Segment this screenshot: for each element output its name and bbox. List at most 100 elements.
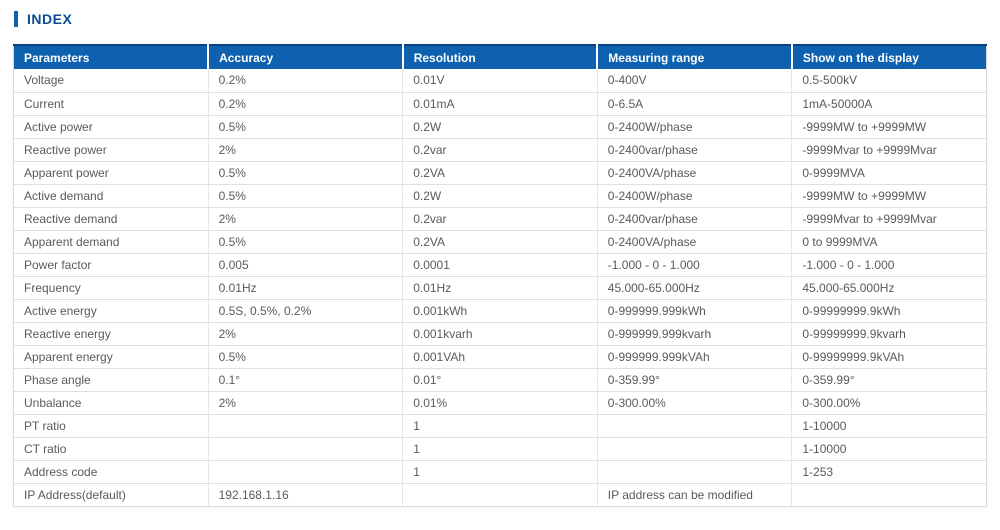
table-row: Active power 0.5% 0.2W 0-2400W/phase -9999MW… xyxy=(13,115,987,139)
table-row: Reactive demand 2% 0.2var 0-2400var/phase -9… xyxy=(13,207,987,231)
table-cell: Apparent power xyxy=(13,161,209,185)
table-cell: 0.001VAh xyxy=(402,345,598,369)
table-cell: 0-359.99° xyxy=(597,368,793,392)
table-cell: 0.5-500kV xyxy=(791,69,987,93)
table-cell: 2% xyxy=(208,391,404,415)
table-cell: 0.5S, 0.5%, 0.2% xyxy=(208,299,404,323)
table-cell: 0.001kvarh xyxy=(402,322,598,346)
table-cell: Unbalance xyxy=(13,391,209,415)
table-row: Reactive energy 2% 0.001kvarh 0-999999.999k… xyxy=(13,322,987,346)
table-cell: 0-2400var/phase xyxy=(597,207,793,231)
table-cell: 0-400V xyxy=(597,69,793,93)
table-cell: 0-2400VA/phase xyxy=(597,161,793,185)
table-cell: 0-2400VA/phase xyxy=(597,230,793,254)
table-cell: 45.000-65.000Hz xyxy=(597,276,793,300)
table-cell: 1mA-50000A xyxy=(791,92,987,116)
table-cell: 0.2VA xyxy=(402,161,598,185)
table-row: Reactive power 2% 0.2var 0-2400var/phase -99… xyxy=(13,138,987,162)
table-cell: 0.005 xyxy=(208,253,404,277)
table-cell: 0-999999.999kWh xyxy=(597,299,793,323)
table-cell: Phase angle xyxy=(13,368,209,392)
table-cell xyxy=(208,460,404,484)
table-row: Voltage 0.2% 0.01V 0-400V 0.5-500kV xyxy=(13,69,987,93)
table-cell xyxy=(791,483,987,507)
table-cell: -9999Mvar to +9999Mvar xyxy=(791,138,987,162)
table-cell xyxy=(597,437,793,461)
table-cell: 0.0001 xyxy=(402,253,598,277)
table-row: Apparent energy 0.5% 0.001VAh 0-999999.999k… xyxy=(13,345,987,369)
table-cell: -9999Mvar to +9999Mvar xyxy=(791,207,987,231)
table-row: IP Address(default) 192.168.1.16 IP addres… xyxy=(13,483,987,507)
table-cell: Current xyxy=(13,92,209,116)
table-cell: -9999MW to +9999MW xyxy=(791,184,987,208)
table-cell: 0.5% xyxy=(208,115,404,139)
title-accent-bar xyxy=(14,11,18,27)
table-row: Frequency 0.01Hz 0.01Hz 45.000-65.000Hz 45.0… xyxy=(13,276,987,300)
table-row: Unbalance 2% 0.01% 0-300.00% 0-300.00% xyxy=(13,391,987,415)
table-row: Current 0.2% 0.01mA 0-6.5A 1mA-50000A xyxy=(13,92,987,116)
table-cell: Active energy xyxy=(13,299,209,323)
table-cell: 0.01V xyxy=(402,69,598,93)
table-cell: Power factor xyxy=(13,253,209,277)
table-cell: -9999MW to +9999MW xyxy=(791,115,987,139)
table-cell: 1 xyxy=(402,460,598,484)
table-row: PT ratio 1 1-10000 xyxy=(13,414,987,438)
table-cell: 2% xyxy=(208,207,404,231)
table-cell: 0.001kWh xyxy=(402,299,598,323)
table-row: Power factor 0.005 0.0001 -1.000 - 0 - 1.00… xyxy=(13,253,987,277)
table-cell: Active power xyxy=(13,115,209,139)
table-cell: 0.01mA xyxy=(402,92,598,116)
table-cell: Reactive power xyxy=(13,138,209,162)
table-cell: PT ratio xyxy=(13,414,209,438)
table-cell: 0.5% xyxy=(208,230,404,254)
table-cell: 1-253 xyxy=(791,460,987,484)
table-cell: 0.5% xyxy=(208,184,404,208)
table-cell: 0.5% xyxy=(208,161,404,185)
table-cell: 0.2W xyxy=(402,184,598,208)
table-cell: IP Address(default) xyxy=(13,483,209,507)
table-row: Phase angle 0.1° 0.01° 0-359.99° 0-359.99° xyxy=(13,368,987,392)
table-cell: 0-2400var/phase xyxy=(597,138,793,162)
table-cell: 0 to 9999MVA xyxy=(791,230,987,254)
table-cell: Address code xyxy=(13,460,209,484)
table-cell: 0-359.99° xyxy=(791,368,987,392)
table-cell: Reactive demand xyxy=(13,207,209,231)
table-cell: 0.2var xyxy=(402,207,598,231)
table-cell: Apparent energy xyxy=(13,345,209,369)
table-cell xyxy=(402,483,598,507)
table-cell: 0.2VA xyxy=(402,230,598,254)
page: INDEX Parameters Accuracy Resolution Measur… xyxy=(13,10,987,507)
table-cell: 0.2W xyxy=(402,115,598,139)
table-cell xyxy=(597,414,793,438)
table-cell: 2% xyxy=(208,138,404,162)
table-cell xyxy=(208,414,404,438)
table-row: Apparent power 0.5% 0.2VA 0-2400VA/phase 0-9… xyxy=(13,161,987,185)
table-cell: 2% xyxy=(208,322,404,346)
table-cell: 0.2% xyxy=(208,92,404,116)
column-header-measuring-range: Measuring range xyxy=(597,44,793,69)
table-cell: 0.5% xyxy=(208,345,404,369)
table-row: Active energy 0.5S, 0.5%, 0.2% 0.001kWh 0-9… xyxy=(13,299,987,323)
table-cell: 0.1° xyxy=(208,368,404,392)
table-cell: Active demand xyxy=(13,184,209,208)
table-cell: 0-6.5A xyxy=(597,92,793,116)
table-cell: 0-99999999.9kvarh xyxy=(791,322,987,346)
column-header-show-on-the-display: Show on the display xyxy=(791,44,987,69)
table-cell: 0.01° xyxy=(402,368,598,392)
table-cell: 0-99999999.9kVAh xyxy=(791,345,987,369)
table-row: Apparent demand 0.5% 0.2VA 0-2400VA/phase 0 … xyxy=(13,230,987,254)
column-header-resolution: Resolution xyxy=(402,44,599,69)
table-cell: Reactive energy xyxy=(13,322,209,346)
table-cell: 0-2400W/phase xyxy=(597,184,793,208)
table-cell: 45.000-65.000Hz xyxy=(791,276,987,300)
section-title: INDEX xyxy=(14,10,987,28)
table-row: CT ratio 1 1-10000 xyxy=(13,437,987,461)
table-cell: 0-99999999.9kWh xyxy=(791,299,987,323)
specs-table: Parameters Accuracy Resolution Measuring ra… xyxy=(13,44,987,507)
table-cell: 0.2% xyxy=(208,69,404,93)
table-cell: 1-10000 xyxy=(791,414,987,438)
table-cell: 192.168.1.16 xyxy=(208,483,404,507)
column-header-parameters: Parameters xyxy=(13,44,210,69)
table-header-row: Parameters Accuracy Resolution Measuring ra… xyxy=(13,44,987,69)
table-cell: IP address can be modified xyxy=(597,483,793,507)
